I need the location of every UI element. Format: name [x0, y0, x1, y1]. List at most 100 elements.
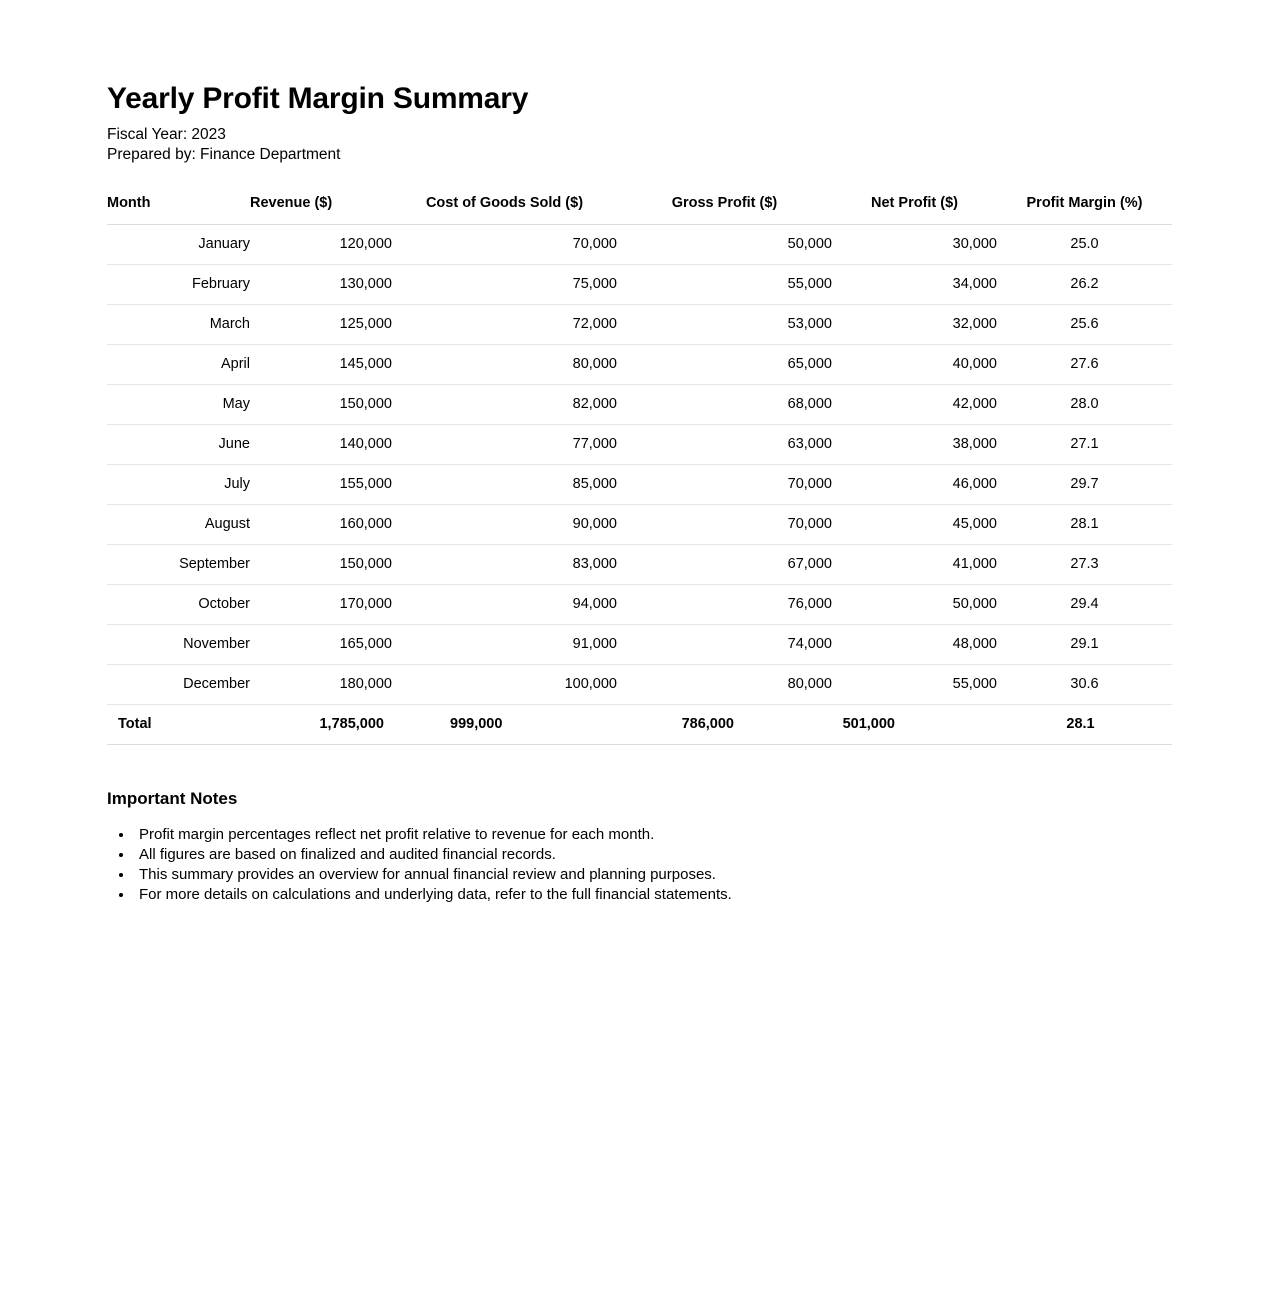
cell-revenue: 150,000	[250, 544, 392, 585]
cell-net-profit: 48,000	[832, 624, 997, 665]
cell-revenue: 130,000	[250, 264, 392, 305]
cell-net-profit: 46,000	[832, 464, 997, 505]
cell-month: April	[107, 344, 250, 385]
cell-revenue: 150,000	[250, 384, 392, 425]
cell-total-cogs: 999,000	[392, 703, 617, 745]
column-header-revenue: Revenue ($)	[250, 194, 392, 225]
cell-profit-margin: 29.4	[997, 584, 1172, 625]
cell-cogs: 94,000	[392, 584, 617, 625]
cell-gross-profit: 74,000	[617, 624, 832, 665]
cell-month: September	[107, 544, 250, 585]
page-title: Yearly Profit Margin Summary	[107, 82, 529, 115]
cell-gross-profit: 80,000	[617, 664, 832, 705]
cell-cogs: 70,000	[392, 224, 617, 265]
cell-month: July	[107, 464, 250, 505]
cell-month: November	[107, 624, 250, 665]
cell-revenue: 125,000	[250, 304, 392, 345]
cell-revenue: 145,000	[250, 344, 392, 385]
cell-gross-profit: 55,000	[617, 264, 832, 305]
cell-net-profit: 34,000	[832, 264, 997, 305]
list-item: This summary provides an overview for an…	[134, 865, 1172, 885]
cell-profit-margin: 27.1	[997, 424, 1172, 465]
cell-gross-profit: 63,000	[617, 424, 832, 465]
table-row: June 140,000 77,000 63,000 38,000 27.1	[107, 424, 1172, 465]
cell-profit-margin: 25.6	[997, 304, 1172, 345]
cell-gross-profit: 50,000	[617, 224, 832, 265]
profit-margin-table: Month Revenue ($) Cost of Goods Sold ($)…	[107, 194, 1172, 745]
column-header-net-profit: Net Profit ($)	[832, 194, 997, 225]
cell-profit-margin: 26.2	[997, 264, 1172, 305]
table-row: September 150,000 83,000 67,000 41,000 2…	[107, 544, 1172, 585]
cell-gross-profit: 76,000	[617, 584, 832, 625]
column-header-month: Month	[107, 194, 250, 225]
cell-cogs: 75,000	[392, 264, 617, 305]
cell-total-label: Total	[107, 703, 250, 745]
table-total-row: Total 1,785,000 999,000 786,000 501,000 …	[107, 703, 1172, 745]
cell-total-net-profit: 501,000	[832, 703, 997, 745]
cell-cogs: 82,000	[392, 384, 617, 425]
cell-net-profit: 38,000	[832, 424, 997, 465]
cell-total-profit-margin: 28.1	[997, 703, 1172, 745]
cell-month: October	[107, 584, 250, 625]
cell-cogs: 72,000	[392, 304, 617, 345]
list-item: All figures are based on finalized and a…	[134, 845, 1172, 865]
cell-revenue: 140,000	[250, 424, 392, 465]
summary-table-container: Month Revenue ($) Cost of Goods Sold ($)…	[107, 194, 1172, 745]
table-header: Month Revenue ($) Cost of Goods Sold ($)…	[107, 194, 1172, 225]
cell-cogs: 80,000	[392, 344, 617, 385]
cell-net-profit: 30,000	[832, 224, 997, 265]
cell-gross-profit: 70,000	[617, 504, 832, 545]
cell-total-gross-profit: 786,000	[617, 703, 832, 745]
cell-cogs: 85,000	[392, 464, 617, 505]
table-row: February 130,000 75,000 55,000 34,000 26…	[107, 264, 1172, 305]
cell-gross-profit: 70,000	[617, 464, 832, 505]
cell-revenue: 180,000	[250, 664, 392, 705]
cell-month: March	[107, 304, 250, 345]
table-row: October 170,000 94,000 76,000 50,000 29.…	[107, 584, 1172, 625]
cell-profit-margin: 28.1	[997, 504, 1172, 545]
notes-list: Profit margin percentages reflect net pr…	[107, 825, 1172, 905]
cell-gross-profit: 53,000	[617, 304, 832, 345]
list-item: Profit margin percentages reflect net pr…	[134, 825, 1172, 845]
cell-gross-profit: 68,000	[617, 384, 832, 425]
prepared-by-line: Prepared by: Finance Department	[107, 145, 341, 163]
cell-net-profit: 42,000	[832, 384, 997, 425]
notes-heading: Important Notes	[107, 788, 238, 808]
table-row: July 155,000 85,000 70,000 46,000 29.7	[107, 464, 1172, 505]
table-row: March 125,000 72,000 53,000 32,000 25.6	[107, 304, 1172, 345]
cell-profit-margin: 25.0	[997, 224, 1172, 265]
column-header-cogs: Cost of Goods Sold ($)	[392, 194, 617, 225]
cell-net-profit: 50,000	[832, 584, 997, 625]
cell-total-revenue: 1,785,000	[250, 703, 392, 745]
cell-net-profit: 40,000	[832, 344, 997, 385]
cell-month: August	[107, 504, 250, 545]
cell-cogs: 91,000	[392, 624, 617, 665]
cell-cogs: 90,000	[392, 504, 617, 545]
cell-month: February	[107, 264, 250, 305]
cell-cogs: 83,000	[392, 544, 617, 585]
cell-profit-margin: 27.3	[997, 544, 1172, 585]
cell-profit-margin: 27.6	[997, 344, 1172, 385]
cell-month: January	[107, 224, 250, 265]
cell-profit-margin: 28.0	[997, 384, 1172, 425]
cell-net-profit: 55,000	[832, 664, 997, 705]
cell-revenue: 165,000	[250, 624, 392, 665]
cell-revenue: 170,000	[250, 584, 392, 625]
table-header-row: Month Revenue ($) Cost of Goods Sold ($)…	[107, 194, 1172, 225]
cell-revenue: 155,000	[250, 464, 392, 505]
cell-gross-profit: 65,000	[617, 344, 832, 385]
cell-cogs: 100,000	[392, 664, 617, 705]
table-row: January 120,000 70,000 50,000 30,000 25.…	[107, 224, 1172, 265]
cell-gross-profit: 67,000	[617, 544, 832, 585]
list-item: For more details on calculations and und…	[134, 885, 1172, 905]
cell-profit-margin: 30.6	[997, 664, 1172, 705]
table-row: November 165,000 91,000 74,000 48,000 29…	[107, 624, 1172, 665]
table-row: May 150,000 82,000 68,000 42,000 28.0	[107, 384, 1172, 425]
cell-net-profit: 45,000	[832, 504, 997, 545]
fiscal-year-line: Fiscal Year: 2023	[107, 125, 226, 143]
cell-profit-margin: 29.1	[997, 624, 1172, 665]
cell-net-profit: 41,000	[832, 544, 997, 585]
cell-month: May	[107, 384, 250, 425]
table-row: April 145,000 80,000 65,000 40,000 27.6	[107, 344, 1172, 385]
